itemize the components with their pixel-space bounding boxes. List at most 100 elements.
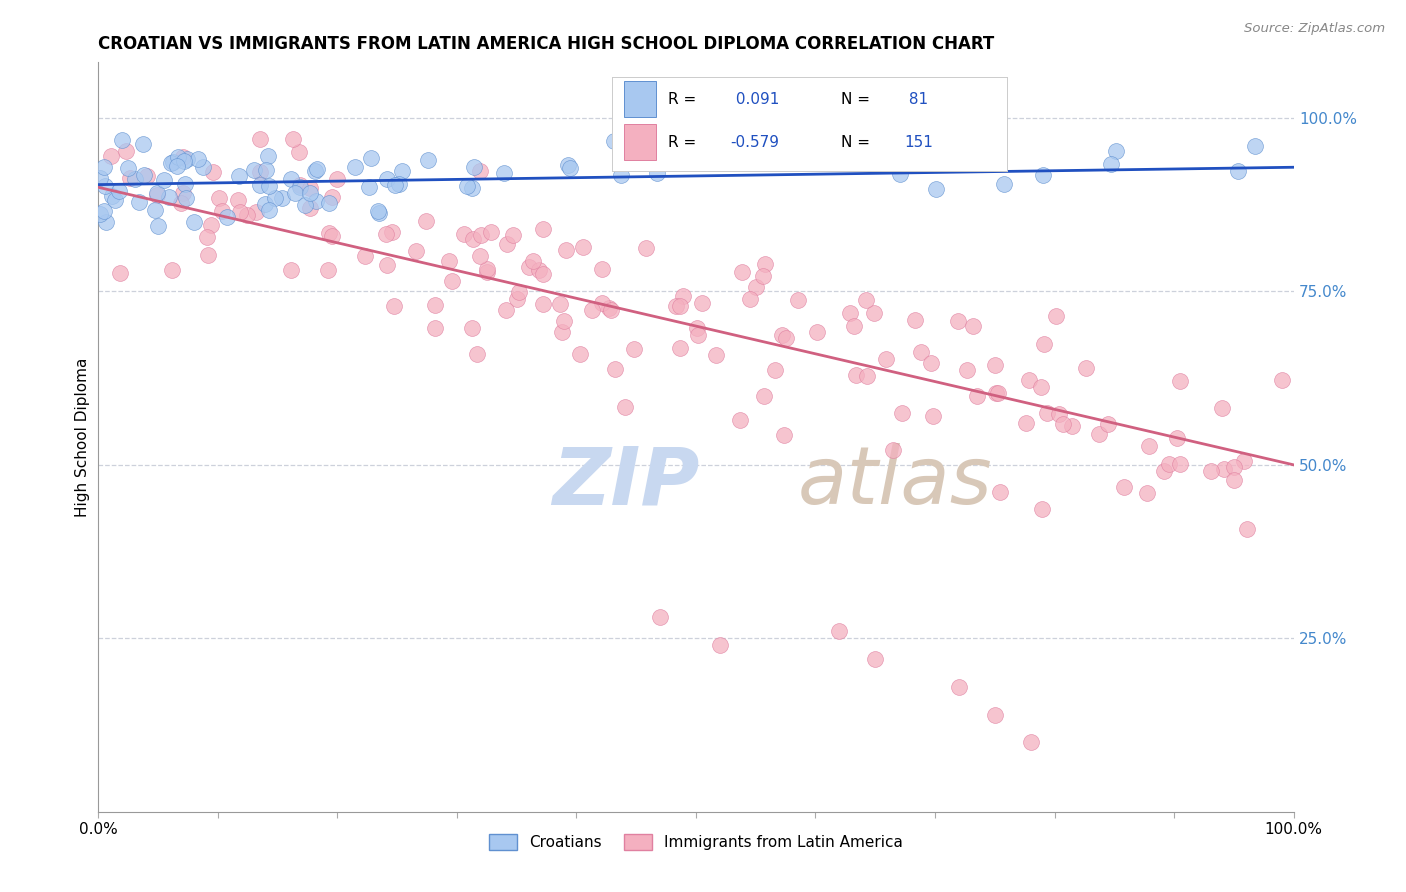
Point — [89, 206, 111, 220]
Point — [418, 153, 440, 168]
Point — [388, 177, 411, 191]
Point — [988, 484, 1011, 499]
Point — [280, 262, 302, 277]
Point — [290, 179, 312, 194]
Point — [367, 204, 389, 219]
Point — [672, 288, 695, 302]
Point — [136, 169, 159, 184]
Point — [1031, 502, 1053, 516]
Point — [153, 172, 176, 186]
Point — [904, 313, 927, 327]
Point — [172, 186, 194, 200]
Point — [463, 160, 485, 174]
Point — [548, 296, 571, 310]
Point — [638, 150, 661, 164]
Point — [1099, 156, 1122, 170]
Point — [1036, 406, 1059, 420]
Point — [304, 164, 326, 178]
Point — [405, 244, 427, 259]
Point — [856, 368, 879, 383]
Point — [288, 145, 311, 160]
Point — [506, 292, 529, 306]
Point — [174, 178, 197, 192]
Point — [966, 389, 988, 403]
Point — [889, 167, 911, 181]
Point — [744, 280, 766, 294]
Point — [89, 170, 111, 185]
Point — [468, 164, 491, 178]
Point — [1236, 522, 1258, 536]
Point — [948, 314, 970, 328]
Point — [956, 362, 979, 376]
Point — [591, 295, 613, 310]
Point — [614, 401, 637, 415]
Point — [176, 153, 198, 167]
Point — [468, 249, 491, 263]
Point — [1029, 380, 1052, 394]
Point — [202, 164, 225, 178]
Point — [183, 215, 205, 229]
Point — [910, 345, 932, 359]
Point — [461, 181, 484, 195]
Point — [384, 178, 406, 192]
Point — [107, 184, 129, 198]
Text: ZIP: ZIP — [553, 443, 700, 521]
Point — [948, 680, 970, 694]
Point — [305, 194, 328, 208]
Point — [605, 362, 627, 376]
Point — [855, 293, 877, 307]
Point — [226, 193, 249, 207]
Point — [173, 150, 195, 164]
Point — [290, 178, 312, 193]
Point — [456, 178, 478, 193]
Point — [1211, 401, 1233, 416]
Point — [245, 204, 267, 219]
Point — [1032, 168, 1054, 182]
Point — [752, 268, 775, 283]
Point — [249, 178, 271, 193]
Point — [162, 263, 184, 277]
Point — [1104, 145, 1126, 159]
Point — [415, 213, 437, 227]
Point — [94, 215, 117, 229]
Point — [326, 171, 349, 186]
Point — [166, 159, 188, 173]
Point — [806, 325, 828, 339]
Point — [787, 293, 810, 307]
Point — [143, 203, 166, 218]
Point — [772, 428, 794, 442]
Point — [495, 236, 517, 251]
Point — [146, 186, 169, 200]
Point — [249, 132, 271, 146]
Point — [425, 298, 447, 312]
Point — [865, 652, 887, 666]
Point — [299, 202, 322, 216]
Point — [1223, 473, 1246, 487]
Point — [863, 306, 886, 320]
Point — [249, 165, 271, 179]
Point — [381, 225, 404, 239]
Point — [568, 347, 591, 361]
Point — [775, 331, 797, 345]
Point — [531, 221, 554, 235]
Point — [1136, 485, 1159, 500]
Point — [263, 192, 285, 206]
Point — [360, 151, 382, 165]
Point — [1232, 453, 1254, 467]
Point — [211, 204, 233, 219]
Point — [1018, 374, 1040, 388]
Point — [1271, 373, 1294, 387]
Point — [197, 247, 219, 261]
Point — [321, 228, 343, 243]
Point — [1047, 407, 1070, 421]
Point — [752, 388, 775, 402]
Point — [470, 227, 492, 242]
Point — [993, 177, 1015, 191]
Point — [281, 132, 304, 146]
Point — [591, 261, 613, 276]
Point — [686, 327, 709, 342]
Point — [425, 321, 447, 335]
Point — [623, 342, 645, 356]
Point — [1114, 480, 1136, 494]
Point — [344, 160, 367, 174]
